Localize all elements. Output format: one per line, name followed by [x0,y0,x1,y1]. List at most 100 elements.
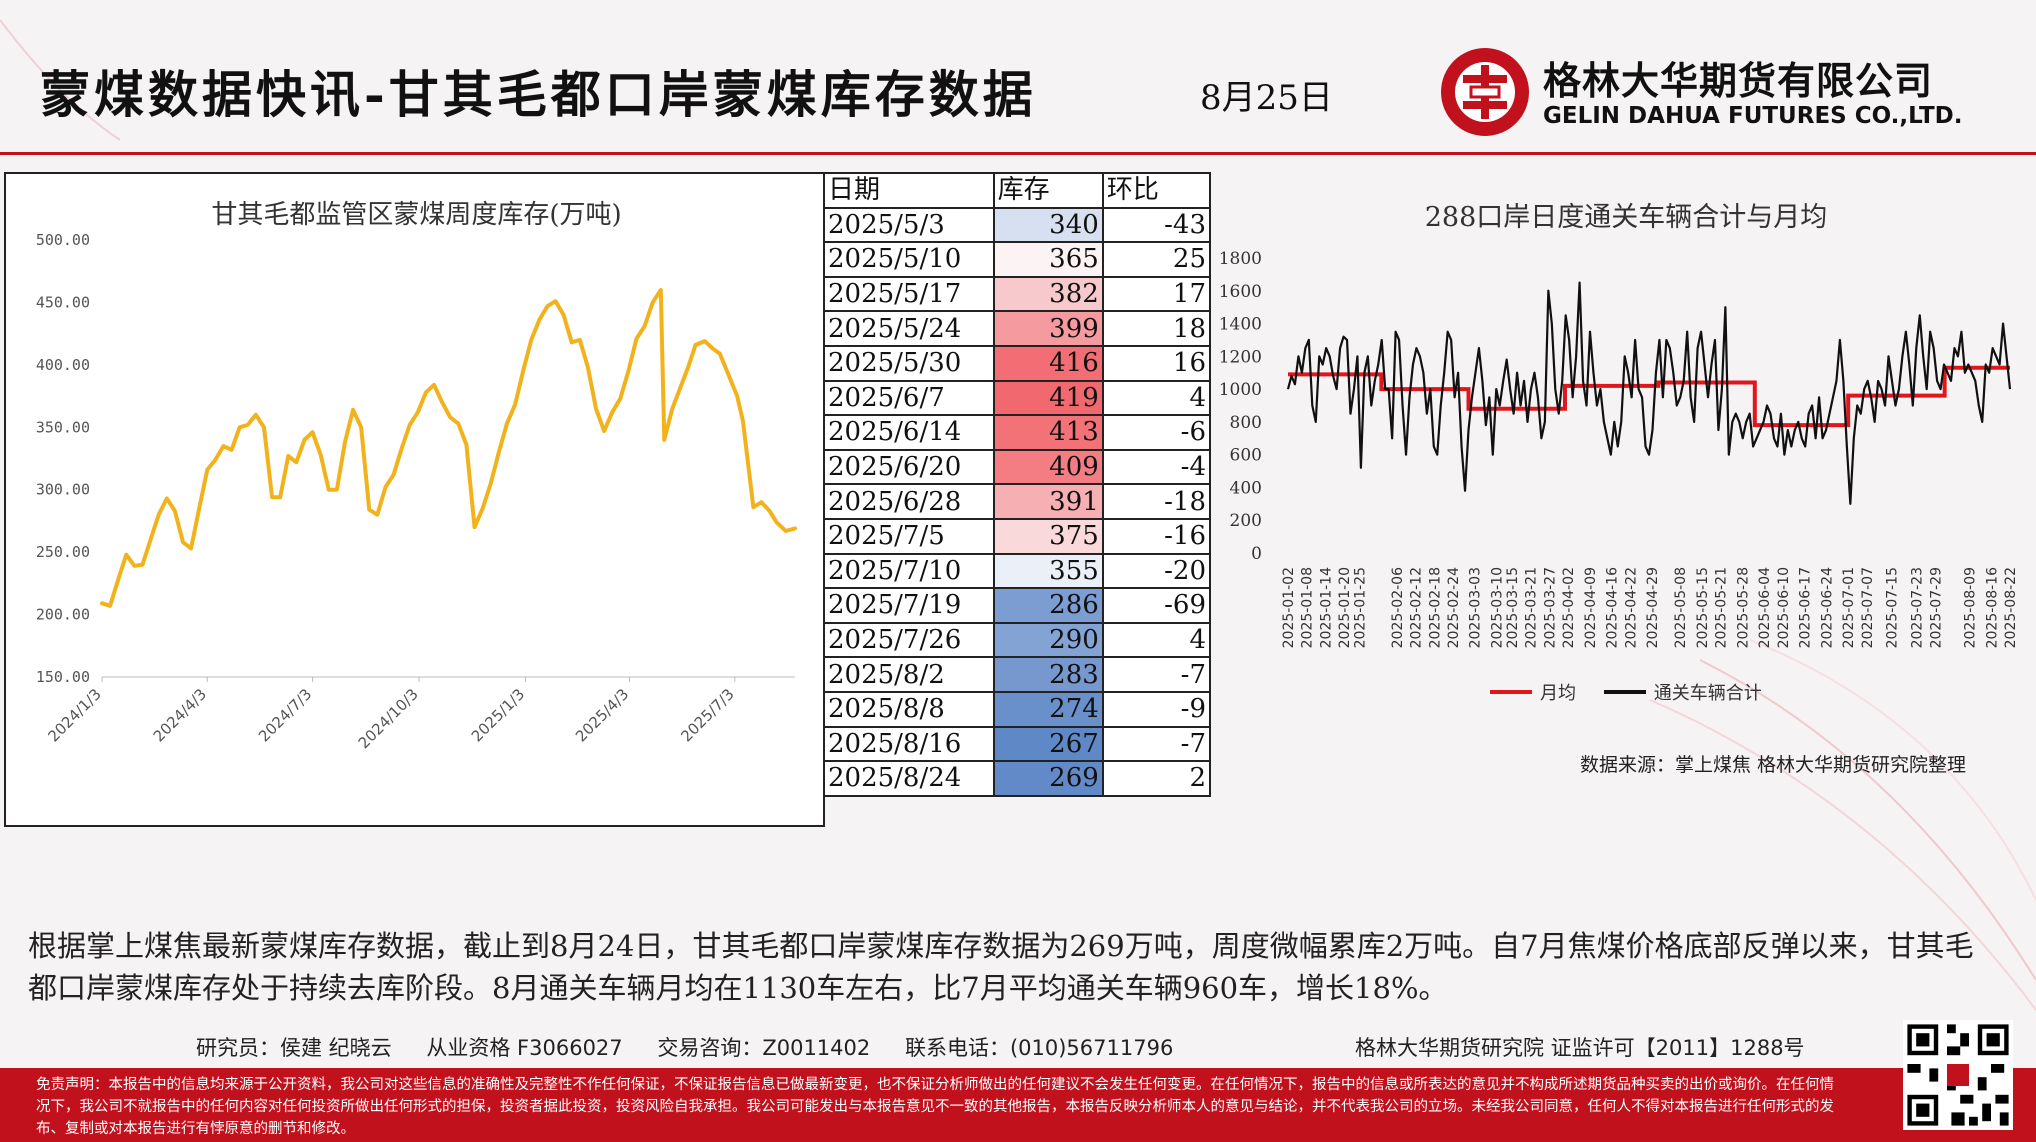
cell-date: 2025/5/17 [823,275,995,313]
cell-date: 2025/8/24 [823,760,995,797]
legend-item-daily: 通关车辆合计 [1603,679,1762,705]
data-point [704,340,706,342]
phone: 联系电话：(010)56711796 [904,1036,1174,1060]
header-stock: 库存 [992,172,1104,209]
cell-change: -7 [1101,725,1212,763]
data-point [490,482,492,485]
data-point [794,527,796,530]
cell-date: 2025/7/19 [823,587,995,624]
y-tick-label: 1000 [1219,380,1262,400]
cell-change: -43 [1101,206,1212,244]
x-tick-label: 2025-03-10 [1490,567,1506,648]
y-tick-label: 200.00 [36,606,90,624]
table-row: 2025/5/24 399 18 [823,310,1212,347]
company-name-en: GELIN DAHUA FUTURES CO.,LTD. [1543,103,1963,129]
data-point [785,530,787,532]
x-tick-label: 2024/7/3 [255,685,315,745]
cell-stock: 269 [992,760,1104,797]
cell-date: 2025/5/10 [823,241,995,278]
chart2-legend: 月均 通关车辆合计 [1490,678,1784,705]
monthly-avg-point [1516,408,1518,410]
data-point [392,474,395,476]
cell-stock: 382 [992,275,1104,313]
table-row: 2025/8/2 283 -7 [823,656,1212,693]
legend-swatch-daily [1603,690,1646,694]
y-tick-label: 250.00 [36,543,90,561]
data-point [663,439,665,441]
cell-date: 2025/8/16 [823,725,995,763]
cell-stock: 274 [992,690,1104,728]
y-tick-label: 600 [1230,446,1262,466]
data-point [694,344,697,346]
data-point [125,554,127,556]
cell-change: 18 [1101,310,1212,347]
x-tick-label: 2025-08-22 [2003,567,2019,648]
data-point [206,469,208,471]
data-point [303,439,306,441]
data-point [538,319,540,321]
x-tick-label: 2024/4/3 [150,685,210,745]
table-row: 2025/7/5 375 -16 [823,517,1212,555]
chart2-plot: 1800 1600 1400 1200 1000 800 600 400 200 0 2025-01… [1219,249,2019,648]
data-point [506,422,508,425]
series-line-daily [1286,281,2012,505]
data-point [368,509,370,511]
data-point [449,416,451,418]
x-tick-label: 2025-05-28 [1735,567,1751,648]
cell-date: 2025/6/28 [823,483,995,520]
x-tick-label: 2025-04-22 [1623,567,1639,648]
x-tick-label: 2025-06-04 [1757,567,1773,648]
cell-stock: 375 [992,517,1104,555]
page-title: 蒙煤数据快讯-甘其毛都口岸蒙煤库存数据 [40,65,1037,124]
cell-change: -9 [1101,690,1212,728]
table-row: 2025/5/3 340 -43 [823,206,1212,244]
weekly-stock-chart: 甘其毛都监管区蒙煤周度库存(万吨) 500.00 450.00 400.00 350.… [4,172,825,827]
legend-label-daily: 通关车辆合计 [1653,683,1762,704]
data-point [360,426,362,428]
cell-stock: 290 [992,621,1104,659]
table-body: 2025/5/3 340 -43 2025/5/10 365 25 2025/5/17 382… [823,206,1212,797]
data-point [587,366,589,368]
x-tick-label: 2025-02-12 [1409,567,1425,648]
data-point [401,447,403,450]
summary-text: 根据掌上煤焦最新蒙煤库存数据，截止到8月24日，甘其毛都口岸蒙煤库存数据为269… [28,929,1974,1005]
data-point [344,441,346,443]
data-point [141,564,144,566]
x-tick-label: 2025-07-01 [1841,567,1857,648]
header-change: 环比 [1101,172,1212,209]
cell-change: 4 [1101,621,1212,659]
legend-item-monthly: 月均 [1490,679,1576,705]
trade-consult: 交易咨询：Z0011402 [657,1036,871,1060]
cell-change: -69 [1101,587,1212,624]
x-tick-label: 2024/10/3 [355,685,422,752]
data-point [425,391,427,393]
x-tick-label: 2025-03-03 [1468,567,1484,648]
cell-date: 2025/8/8 [823,690,995,728]
data-point [643,325,646,327]
cell-change: 25 [1101,241,1212,278]
x-tick-label: 2025-03-21 [1524,567,1540,648]
data-point [239,426,241,428]
table-row: 2025/7/19 286 -69 [823,587,1212,624]
table-row: 2025/6/28 391 -18 [823,483,1212,520]
data-point [417,411,419,413]
cell-change: 17 [1101,275,1212,313]
x-tick-label: 2025-04-16 [1605,567,1621,648]
table-row: 2025/8/24 269 2 [823,760,1212,797]
data-point [101,602,103,604]
data-point [287,455,289,457]
cell-date: 2025/8/2 [823,656,995,693]
cell-change: -16 [1101,517,1212,555]
researchers: 研究员：侯建 纪晓云 [196,1036,392,1060]
cell-stock: 391 [992,483,1104,520]
data-point [579,339,581,341]
cell-change: -6 [1101,414,1212,451]
data-point [514,404,516,406]
cell-stock: 365 [992,241,1104,278]
y-tick-label: 1400 [1219,315,1262,335]
data-point [336,489,338,491]
chart1-plot: 500.00 450.00 400.00 350.00 300.00 250.00 200.… [36,231,797,752]
data-point [736,395,738,397]
x-tick-label: 2025-07-29 [1928,567,1944,648]
